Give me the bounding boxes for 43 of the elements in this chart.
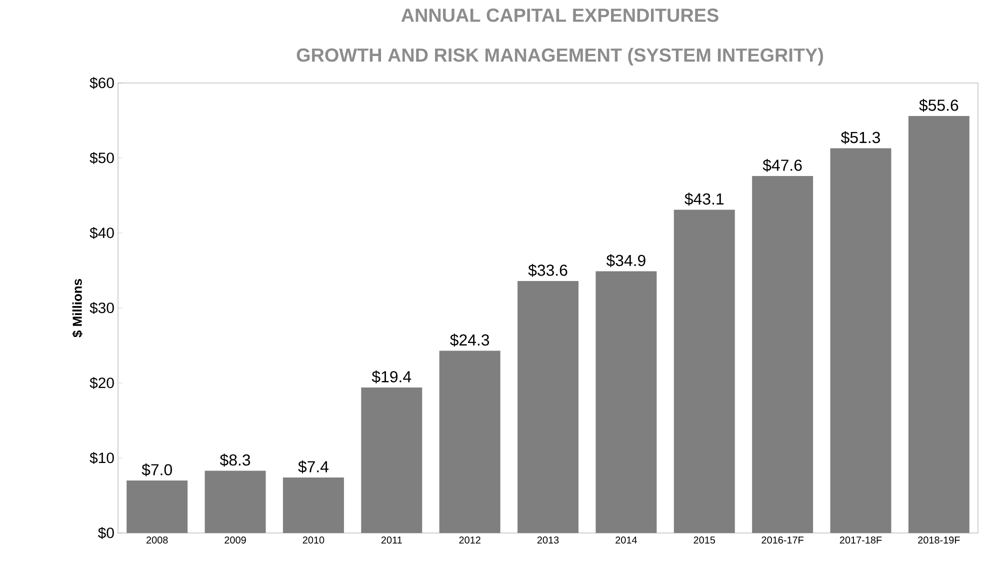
data-label: $7.0 — [142, 463, 172, 476]
data-label: $51.3 — [840, 131, 880, 144]
data-label: $34.9 — [606, 254, 646, 268]
y-tick-label: $20 — [90, 376, 114, 390]
bar — [830, 148, 892, 533]
y-axis-title: $ Millions — [72, 279, 83, 338]
x-tick-label: 2009 — [224, 536, 246, 544]
chart-subtitle: GROWTH AND RISK MANAGEMENT (SYSTEM INTEGRITY) — [296, 48, 824, 66]
bar — [674, 210, 735, 533]
data-label: $7.4 — [298, 460, 328, 474]
x-tick-label: 2008 — [146, 536, 168, 544]
bar — [908, 116, 970, 533]
y-tick-label: $30 — [90, 302, 114, 314]
bar — [752, 176, 814, 533]
data-label: $24.3 — [450, 334, 490, 347]
x-tick-label: 2015 — [694, 536, 716, 544]
y-tick-label: $40 — [90, 226, 114, 240]
bar — [282, 478, 344, 533]
bar — [204, 470, 266, 533]
x-tick-label: 2012 — [459, 536, 480, 544]
bar — [126, 480, 188, 533]
data-label: $19.4 — [372, 370, 412, 384]
x-tick-label: 2014 — [616, 536, 637, 544]
bar — [439, 350, 500, 533]
bar — [596, 271, 657, 533]
y-tick-label: $60 — [90, 76, 114, 90]
data-label: $55.6 — [919, 98, 958, 112]
bar — [361, 388, 422, 533]
data-label: $33.6 — [528, 264, 568, 277]
x-tick-label: 2016-17F — [762, 536, 804, 544]
data-label: $8.3 — [220, 454, 250, 467]
x-tick-label: 2010 — [302, 536, 324, 544]
y-tick-label: $50 — [90, 152, 114, 164]
data-label: $47.6 — [762, 158, 802, 172]
y-tick-label: $10 — [90, 452, 114, 464]
x-tick-label: 2017-18F — [840, 536, 882, 544]
x-tick-label: 2013 — [537, 536, 559, 544]
chart-title: ANNUAL CAPITAL EXPENDITURES — [401, 8, 718, 22]
x-tick-label: 2011 — [381, 536, 402, 544]
data-label: $43.1 — [684, 192, 724, 206]
x-tick-label: 2018-19F — [918, 536, 960, 544]
y-tick-label: $0 — [98, 526, 114, 540]
bar — [518, 281, 578, 533]
